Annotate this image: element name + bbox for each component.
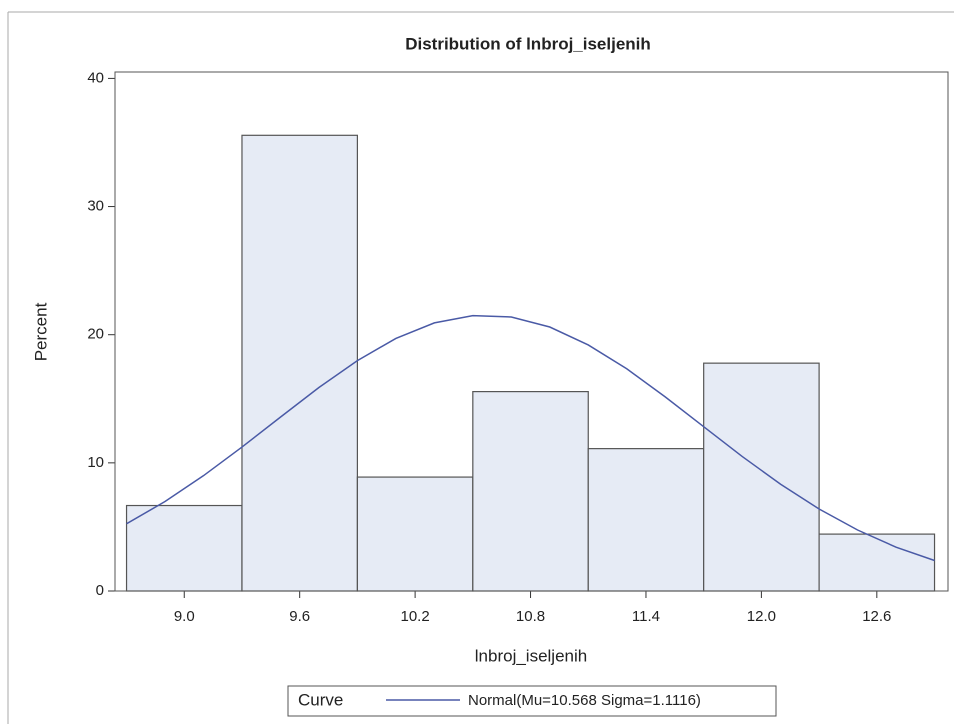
x-tick-label: 11.4 xyxy=(632,608,660,625)
y-tick-label: 30 xyxy=(87,198,104,215)
density-curve xyxy=(126,314,935,562)
bar xyxy=(472,391,589,592)
y-axis-label: Percent xyxy=(31,302,50,361)
chart-title: Distribution of lnbroj_iseljenih xyxy=(405,34,651,53)
y-tick-label: 20 xyxy=(87,326,104,343)
legend-box xyxy=(287,685,777,717)
x-tick-label: 9.6 xyxy=(289,608,310,625)
x-tick-label: 12.6 xyxy=(862,608,891,625)
y-tick-label: 10 xyxy=(87,454,104,471)
bar xyxy=(241,134,358,592)
x-tick-label: 12.0 xyxy=(747,608,776,625)
legend-label: Normal(Mu=10.568 Sigma=1.1116) xyxy=(468,692,701,709)
x-tick-label: 10.8 xyxy=(516,608,545,625)
y-tick-label: 0 xyxy=(96,582,104,599)
bar xyxy=(818,533,936,592)
y-tick-label: 40 xyxy=(87,69,104,86)
x-tick-label: 9.0 xyxy=(174,608,195,625)
plot-frame xyxy=(114,71,949,592)
legend-title: Curve xyxy=(298,690,343,709)
x-axis-label: lnbroj_iseljenih xyxy=(475,646,587,665)
x-tick-label: 10.2 xyxy=(401,608,430,625)
bar xyxy=(125,504,243,592)
bar xyxy=(356,476,474,592)
bar xyxy=(587,448,705,592)
bar xyxy=(703,362,820,592)
